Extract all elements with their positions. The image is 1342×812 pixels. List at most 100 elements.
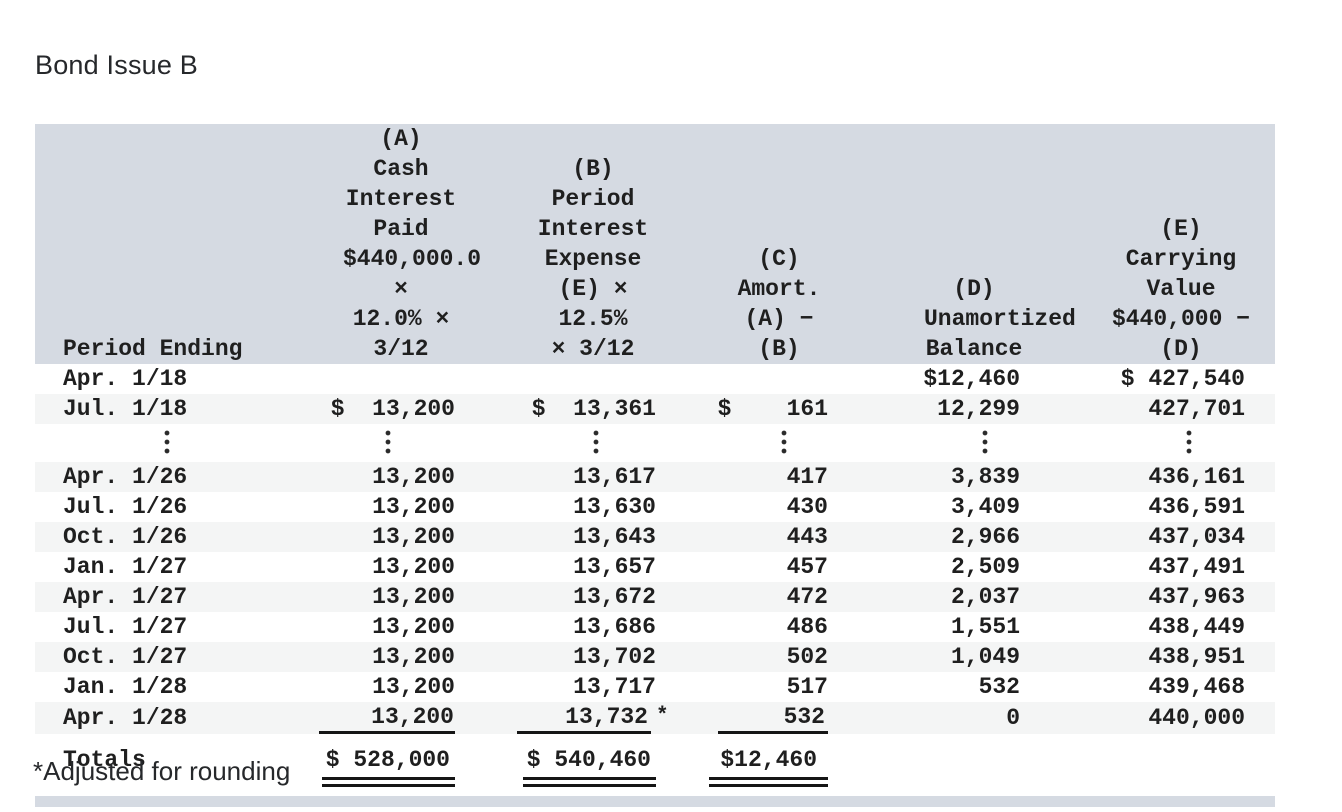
table-row: Apr. 1/28 13,200 13,732 * 532 0 440,000 (35, 702, 1275, 734)
value-cell: 13,686 (573, 614, 656, 640)
ellipsis-cell (459, 424, 660, 462)
period-cell: Jul. 1/26 (63, 494, 188, 520)
value-cell: 13,200 (372, 584, 455, 610)
period-cell: Jul. 1/27 (63, 614, 188, 640)
col-header-period-ending: Period Ending (63, 336, 243, 362)
value-cell: 13,717 (573, 674, 656, 700)
period-cell: Apr. 1/26 (63, 464, 188, 490)
totals-empty-d (832, 734, 1024, 790)
totals-interest-expense-value: $ 540,460 (522, 747, 656, 787)
value-cell: 13,200 (372, 674, 455, 700)
totals-label: Totals (63, 747, 146, 773)
table-row: Jan. 1/27 13,200 13,657 457 2,509 437,491 (35, 552, 1275, 582)
value-cell: 436,161 (1148, 464, 1245, 490)
ellipsis-row (35, 424, 1275, 462)
value-cell (459, 364, 660, 394)
value-cell: 417 (786, 464, 828, 490)
totals-amortization: $12,460 (660, 734, 832, 790)
col-header-carrying-value: (E) Carrying Value $440,000 − (D) (1111, 216, 1251, 362)
totals-empty-e (1024, 734, 1275, 790)
period-cell: Oct. 1/26 (63, 524, 188, 550)
value-cell: 440,000 (1148, 705, 1245, 731)
value-cell: 13,732 * (459, 702, 669, 734)
value-cell: 13,200 (372, 494, 455, 520)
value-cell: 3,409 (950, 494, 1020, 520)
value-cell: 436,591 (1148, 494, 1245, 520)
vertical-ellipsis-icon (164, 428, 170, 457)
vertical-ellipsis-icon (781, 428, 787, 457)
value-cell: 0 (1006, 705, 1020, 731)
value-cell: 532 (978, 674, 1020, 700)
totals-cash-interest: $ 528,000 (270, 734, 459, 790)
value-cell: 502 (786, 644, 828, 670)
vertical-ellipsis-icon (982, 428, 988, 457)
table-row: Jul. 1/27 13,200 13,686 486 1,551 438,449 (35, 612, 1275, 642)
value-cell: 439,468 (1148, 674, 1245, 700)
totals-cash-interest-value: $ 528,000 (321, 747, 455, 787)
table-row: Jul. 1/26 13,200 13,630 430 3,409 436,591 (35, 492, 1275, 522)
value-cell: 438,449 (1148, 614, 1245, 640)
value-cell: 2,966 (950, 524, 1020, 550)
table-row: Jul. 1/18 $ 13,200 $ 13,361 $ 161 12,299 427,… (35, 394, 1275, 424)
value-cell: 13,702 (573, 644, 656, 670)
table-footer: Totals $ 528,000 $ 540,460 $12,460 (35, 734, 1275, 790)
value-cell: 437,034 (1148, 524, 1245, 550)
period-cell: Jan. 1/27 (63, 554, 188, 580)
value-cell: 13,200 (372, 524, 455, 550)
footnote-asterisk: * (656, 705, 669, 728)
table-bottom-strip (35, 796, 1275, 807)
vertical-ellipsis-icon (593, 428, 599, 457)
value-cell: 532 (660, 702, 832, 734)
value-cell: 1,049 (950, 644, 1020, 670)
table-row: Apr. 1/27 13,200 13,672 472 2,037 437,963 (35, 582, 1275, 612)
col-header-amortization: (C) Amort. (A) − (B) (737, 246, 821, 362)
table-row: Apr. 1/26 13,200 13,617 417 3,839 436,161 (35, 462, 1275, 492)
underlined-value: 13,732 (517, 704, 651, 734)
value-cell: 486 (786, 614, 828, 640)
value-cell: $ 161 (717, 396, 828, 422)
period-cell: Apr. 1/18 (63, 366, 188, 392)
value-cell: 3,839 (950, 464, 1020, 490)
value-cell: $12,460 (923, 366, 1020, 392)
page-title: Bond Issue B (35, 50, 199, 80)
col-header-unamortized-balance: (D) Unamortized Balance (924, 276, 1076, 362)
col-header-cash-interest-paid: (A) Cash Interest Paid $440,000.0 × 12.0… (343, 126, 482, 362)
value-cell: 13,657 (573, 554, 656, 580)
table-row: Jan. 1/28 13,200 13,717 517 532 439,468 (35, 672, 1275, 702)
ellipsis-cell (832, 424, 1024, 462)
value-cell: 13,672 (573, 584, 656, 610)
value-cell: 13,200 (270, 702, 459, 734)
col-header-period-interest-expense: (B) Period Interest Expense (E) × 12.5% … (537, 156, 649, 362)
value-cell: 430 (786, 494, 828, 520)
value-cell: 13,200 (372, 554, 455, 580)
ellipsis-cell (270, 424, 459, 462)
value-cell (270, 364, 459, 394)
vertical-ellipsis-icon (385, 428, 391, 457)
table-row: Oct. 1/26 13,200 13,643 443 2,966 437,034 (35, 522, 1275, 552)
ellipsis-cell (1024, 424, 1275, 462)
table-header: Period Ending (A) Cash Interest Paid $44… (35, 124, 1275, 364)
totals-interest-expense: $ 540,460 (459, 734, 660, 790)
value-cell: $ 427,540 (1120, 366, 1245, 392)
ellipsis-cell (660, 424, 832, 462)
value-cell: 437,963 (1148, 584, 1245, 610)
value-cell: 472 (786, 584, 828, 610)
period-cell: Jul. 1/18 (63, 396, 188, 422)
period-cell: Jan. 1/28 (63, 674, 188, 700)
totals-amortization-value: $12,460 (709, 747, 828, 787)
value-cell: 437,491 (1148, 554, 1245, 580)
totals-row: Totals $ 528,000 $ 540,460 $12,460 (35, 734, 1275, 790)
value-cell: 1,551 (950, 614, 1020, 640)
value-cell: 2,037 (950, 584, 1020, 610)
value-cell: $ 13,200 (330, 396, 455, 422)
amortization-table-wrap: Period Ending (A) Cash Interest Paid $44… (35, 124, 1275, 807)
value-cell: 12,299 (937, 396, 1020, 422)
value-cell: 13,200 (372, 644, 455, 670)
value-cell: 13,617 (573, 464, 656, 490)
value-cell: $ 13,361 (531, 396, 656, 422)
underlined-value: 13,200 (319, 704, 455, 734)
value-cell: 517 (786, 674, 828, 700)
value-cell: 13,200 (372, 614, 455, 640)
value-cell: 13,200 (372, 464, 455, 490)
